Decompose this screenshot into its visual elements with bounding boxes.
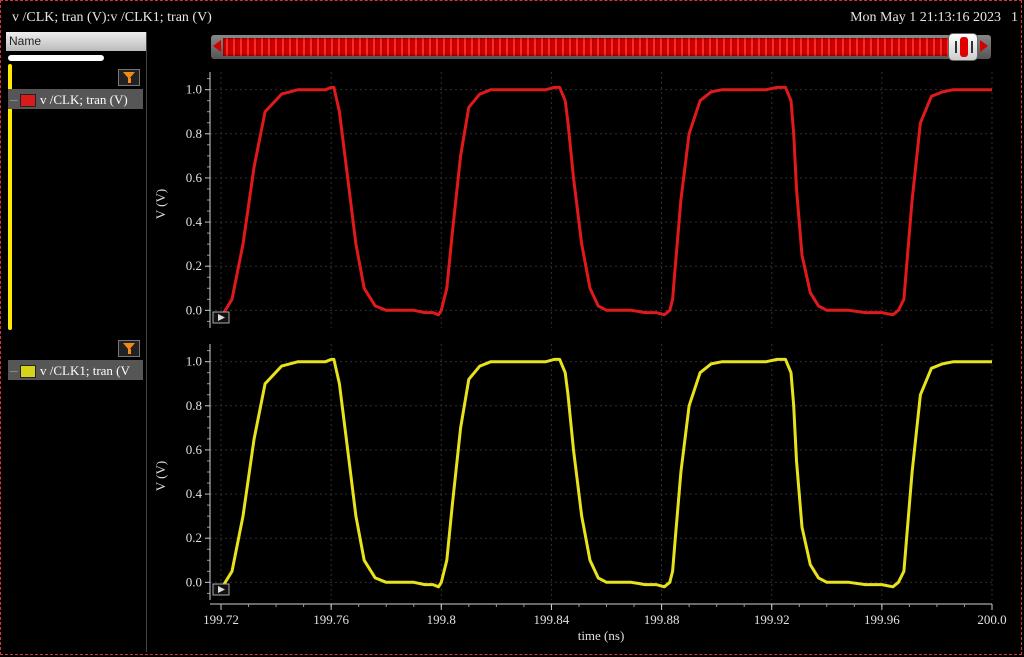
x-tick-label: 200.0	[977, 612, 1006, 627]
filter-icon[interactable]	[118, 69, 140, 86]
waveform-plot-area[interactable]: 0.0 0.2 0.4 0.6 0.8 1.0 V (V) 0.0 0.2 0.4 0.6 0.8 1.…	[148, 62, 1024, 657]
plot-strip[interactable]	[210, 72, 992, 328]
filter-icon[interactable]	[118, 340, 140, 357]
series-line[interactable]	[215, 85, 993, 317]
window-title: v /CLK; tran (V):v /CLK1; tran (V)	[12, 10, 212, 25]
timestamp-text: Mon May 1 21:13:16 2023	[850, 10, 1001, 25]
tree-line	[10, 99, 18, 101]
arrow-left-icon[interactable]	[213, 40, 221, 52]
x-tick-label: 199.88	[644, 612, 680, 627]
signal-color-swatch	[20, 364, 36, 378]
arrow-right-icon[interactable]	[980, 40, 988, 52]
name-column-header[interactable]: Name	[6, 32, 146, 51]
signal-browser: Name v /CLK; tran (V) v /CLK1; tran (V	[6, 32, 147, 652]
window-header: v /CLK; tran (V):v /CLK1; tran (V) Mon M…	[0, 0, 1024, 34]
signal-item-clk[interactable]: v /CLK; tran (V)	[8, 89, 143, 109]
y-tick-label: 0.2	[186, 258, 202, 273]
y-tick-label: 0.0	[186, 302, 202, 317]
x-tick-label: 199.84	[534, 612, 570, 627]
x-tick-label: 199.76	[313, 612, 349, 627]
y-tick-label: 0.6	[186, 170, 203, 185]
y-axis-title: V (V)	[153, 461, 168, 491]
y-axis-title: V (V)	[153, 189, 168, 219]
timestamp-extra: 1	[1011, 10, 1018, 25]
y-tick-label: 0.4	[186, 214, 203, 229]
waveform-chart[interactable]: 0.0 0.2 0.4 0.6 0.8 1.0 V (V) 0.0 0.2 0.4 0.6 0.8 1.…	[148, 62, 1024, 657]
play-icon-glyph	[218, 314, 225, 321]
y-tick-label: 1.0	[186, 82, 202, 97]
y-tick-label: 0.6	[186, 442, 203, 457]
y-tick-label: 0.8	[186, 398, 202, 413]
name-column-slider[interactable]	[8, 55, 104, 61]
tree-line	[10, 370, 18, 372]
scroll-track[interactable]	[223, 38, 959, 56]
y-tick-label: 0.8	[186, 126, 202, 141]
signal-label: v /CLK1; tran (V	[40, 363, 130, 379]
x-axis-title: time (ns)	[578, 628, 625, 643]
strip-selection-bar	[8, 64, 12, 330]
series-line[interactable]	[215, 357, 993, 589]
signal-item-clk1[interactable]: v /CLK1; tran (V	[8, 360, 143, 380]
timestamp: Mon May 1 21:13:16 2023 1	[850, 10, 1018, 26]
x-tick-label: 199.8	[427, 612, 456, 627]
x-tick-label: 199.96	[864, 612, 900, 627]
x-tick-label: 199.72	[203, 612, 239, 627]
scroll-thumb[interactable]	[948, 33, 978, 61]
x-tick-label: 199.92	[754, 612, 790, 627]
signal-label: v /CLK; tran (V)	[40, 92, 128, 108]
time-scrollbar[interactable]	[211, 33, 991, 61]
play-icon-glyph	[218, 586, 225, 593]
y-tick-label: 1.0	[186, 354, 202, 369]
y-tick-label: 0.4	[186, 486, 203, 501]
plot-strip[interactable]	[210, 344, 992, 600]
signal-color-swatch	[20, 93, 36, 107]
y-tick-label: 0.0	[186, 574, 202, 589]
y-tick-label: 0.2	[186, 530, 202, 545]
